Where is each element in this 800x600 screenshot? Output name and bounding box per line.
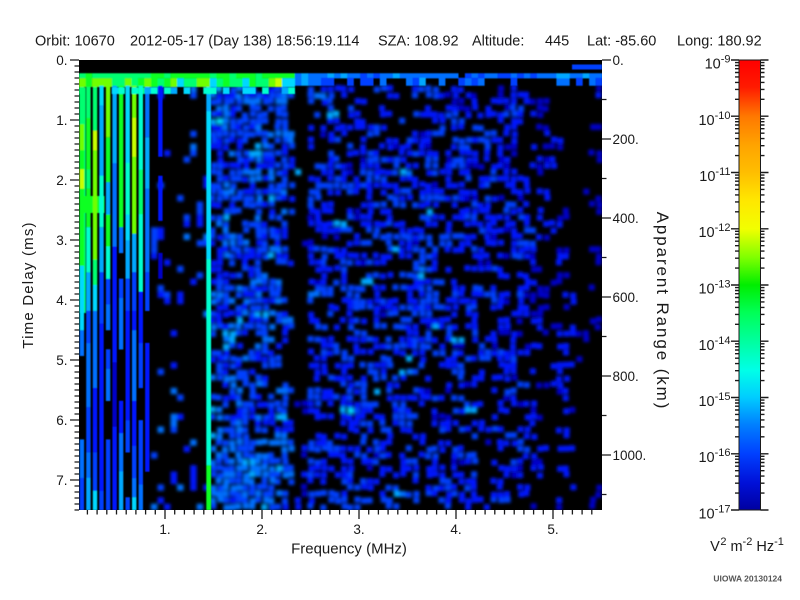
svg-text:UIOWA 20130124: UIOWA 20130124 [713, 574, 782, 584]
svg-text:3.: 3. [56, 233, 67, 248]
svg-text:Apparent Range (km): Apparent Range (km) [653, 212, 672, 411]
svg-text:Time Delay (ms): Time Delay (ms) [20, 221, 37, 348]
svg-text:1.: 1. [56, 113, 67, 128]
svg-text:0.: 0. [56, 53, 67, 68]
svg-text:1.: 1. [159, 522, 170, 537]
svg-text:2.: 2. [56, 173, 67, 188]
svg-text:3.: 3. [353, 522, 364, 537]
svg-text:5.: 5. [56, 353, 67, 368]
svg-text:4.: 4. [450, 522, 461, 537]
svg-text:Lat: -85.60: Lat: -85.60 [587, 34, 656, 50]
svg-text:445: 445 [545, 34, 569, 50]
svg-text:2.: 2. [256, 522, 267, 537]
svg-text:SZA: 108.92: SZA: 108.92 [378, 34, 459, 50]
svg-text:4.: 4. [56, 293, 67, 308]
svg-text:Frequency (MHz): Frequency (MHz) [291, 541, 407, 558]
svg-text:V2 m-2 Hz-1: V2 m-2 Hz-1 [710, 536, 784, 555]
svg-text:Long: 180.92: Long: 180.92 [677, 34, 762, 50]
svg-text:Orbit: 10670: Orbit: 10670 [35, 34, 115, 50]
svg-text:800.: 800. [613, 369, 639, 384]
svg-text:Altitude:: Altitude: [472, 34, 524, 50]
svg-text:7.: 7. [56, 473, 67, 488]
svg-text:200.: 200. [613, 132, 639, 147]
svg-text:6.: 6. [56, 413, 67, 428]
svg-text:600.: 600. [613, 290, 639, 305]
svg-text:2012-05-17 (Day 138) 18:56:19.: 2012-05-17 (Day 138) 18:56:19.114 [130, 34, 359, 50]
svg-text:400.: 400. [613, 211, 639, 226]
svg-text:1000.: 1000. [613, 448, 647, 463]
svg-text:0.: 0. [613, 53, 624, 68]
svg-text:5.: 5. [547, 522, 558, 537]
